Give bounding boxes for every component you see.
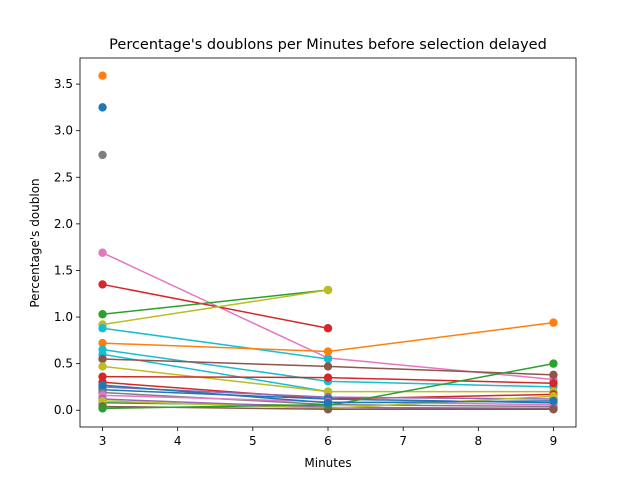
data-point: [323, 398, 333, 407]
x-tick-label: 3: [99, 434, 107, 448]
x-tick-label: 5: [249, 434, 257, 448]
data-point: [98, 310, 107, 319]
data-point: [549, 379, 558, 388]
y-tick-label: 2.0: [54, 217, 73, 231]
y-axis-title: Percentage's doublon: [28, 178, 42, 307]
series-line: [102, 403, 329, 410]
x-axis: 3 4 5 6 7 8 9: [99, 427, 558, 448]
data-point: [549, 405, 558, 414]
data-point: [98, 354, 107, 364]
data-point: [549, 370, 558, 380]
y-tick-label: 0.0: [54, 403, 73, 417]
data-point: [98, 103, 107, 112]
series-line: [102, 283, 329, 329]
x-tick-label: 9: [550, 434, 558, 448]
series-line: [102, 289, 329, 326]
data-point: [98, 280, 107, 289]
data-point: [323, 285, 333, 295]
series-line: [102, 289, 329, 315]
series-25: [98, 380, 558, 407]
x-tick-label: 4: [174, 434, 182, 448]
y-tick-label: 3.0: [54, 124, 73, 138]
data-point: [549, 359, 558, 368]
data-point: [98, 324, 107, 333]
data-point: [98, 150, 107, 160]
data-point: [98, 404, 107, 413]
series-9: [98, 318, 558, 356]
x-tick-label: 7: [399, 434, 407, 448]
data-point: [98, 248, 107, 257]
series-2: [98, 71, 107, 80]
data-point: [323, 354, 333, 364]
y-tick-label: 2.5: [54, 170, 73, 184]
data-point: [323, 324, 333, 333]
data-point: [549, 318, 558, 327]
x-tick-label: 6: [324, 434, 332, 448]
series-3: [98, 150, 107, 160]
y-tick-label: 1.0: [54, 310, 73, 324]
y-tick-label: 1.5: [54, 263, 73, 277]
y-axis: 0.0 0.5 1.0 1.5 2.0 2.5 3.0 3.5: [54, 77, 80, 417]
series-12: [98, 354, 558, 380]
series-layer: [98, 71, 558, 414]
data-point: [98, 380, 107, 390]
data-point: [323, 347, 333, 356]
series-line: [102, 327, 329, 360]
data-point: [98, 362, 107, 371]
data-point: [323, 362, 333, 371]
y-tick-label: 3.5: [54, 77, 73, 91]
chart-title: Percentage's doublons per Minutes before…: [109, 37, 547, 53]
data-point: [323, 373, 333, 382]
data-point: [549, 396, 558, 406]
y-tick-label: 0.5: [54, 357, 73, 371]
data-point: [98, 338, 107, 348]
series-1: [98, 103, 107, 112]
data-point: [98, 71, 107, 80]
series-5: [98, 280, 333, 333]
x-tick-label: 8: [474, 434, 482, 448]
series-8: [98, 324, 333, 364]
x-axis-title: Minutes: [304, 456, 351, 470]
